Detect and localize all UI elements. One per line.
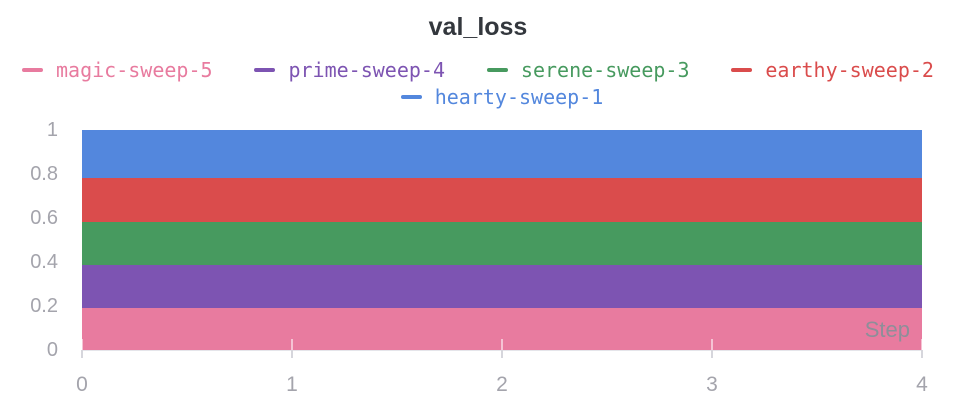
legend-item-label: magic-sweep-5 xyxy=(56,58,213,82)
y-tick-label: 0 xyxy=(46,339,58,361)
legend-item-earthy-sweep-2[interactable]: earthy-sweep-2 xyxy=(731,59,934,81)
legend-row-2: hearty-sweep-1 xyxy=(24,86,956,108)
legend-item-label: prime-sweep-4 xyxy=(288,58,445,82)
area-band-prime-sweep-4 xyxy=(82,265,922,309)
x-tick-inner xyxy=(291,339,293,350)
legend-line-icon xyxy=(254,68,276,72)
x-axis-title: Step xyxy=(864,317,910,342)
legend-row-1: magic-sweep-5 prime-sweep-4 serene-sweep-3… xyxy=(22,59,934,81)
x-tick-label: 1 xyxy=(286,373,298,396)
legend-item-serene-sweep-3[interactable]: serene-sweep-3 xyxy=(486,58,690,82)
x-tick xyxy=(291,350,293,358)
legend-item-prime-sweep-4[interactable]: prime-sweep-4 xyxy=(254,59,445,81)
legend-item-label: hearty-sweep-1 xyxy=(434,85,604,109)
x-tick-inner xyxy=(711,339,713,350)
x-tick-label: 0 xyxy=(76,373,88,396)
x-tick-inner xyxy=(501,339,503,350)
legend-line-icon xyxy=(400,95,422,99)
y-tick-label: 0.4 xyxy=(30,251,58,273)
x-tick xyxy=(501,350,503,358)
y-tick-label: 1 xyxy=(46,119,58,141)
x-tick xyxy=(921,350,923,358)
y-tick-label: 0.6 xyxy=(30,207,58,229)
x-tick-inner xyxy=(921,339,923,350)
x-tick xyxy=(711,350,713,358)
legend-line-icon xyxy=(731,68,753,72)
legend-item-label: earthy-sweep-2 xyxy=(765,58,934,82)
area-band-hearty-sweep-1 xyxy=(82,130,922,179)
x-tick-inner xyxy=(81,339,83,350)
panel-title: val_loss xyxy=(428,13,528,41)
legend-line-icon xyxy=(486,68,508,72)
x-tick-label: 4 xyxy=(916,373,928,396)
x-tick-label: 3 xyxy=(706,373,718,396)
legend-item-magic-sweep-5[interactable]: magic-sweep-5 xyxy=(22,59,213,81)
x-tick xyxy=(81,350,83,358)
plot-area[interactable]: Step xyxy=(81,130,923,350)
area-band-earthy-sweep-2 xyxy=(82,178,922,223)
y-tick-label: 0.2 xyxy=(30,295,58,317)
legend-item-hearty-sweep-1[interactable]: hearty-sweep-1 xyxy=(400,85,604,109)
legend-line-icon xyxy=(22,68,43,72)
y-tick-label: 0.8 xyxy=(30,163,58,185)
x-tick-label: 2 xyxy=(496,373,508,396)
area-band-serene-sweep-3 xyxy=(82,222,922,266)
legend-item-label: serene-sweep-3 xyxy=(520,58,690,82)
